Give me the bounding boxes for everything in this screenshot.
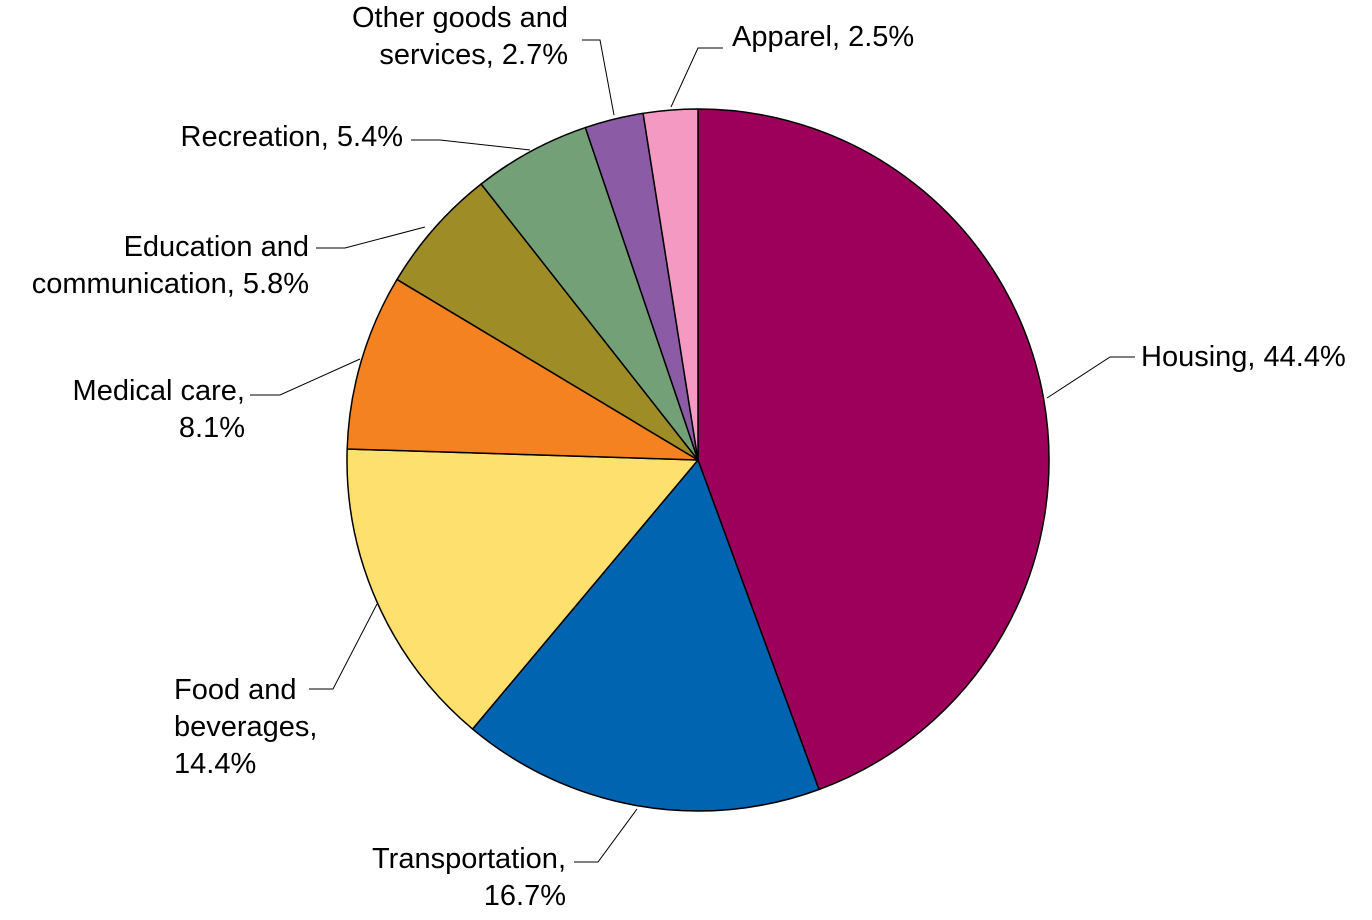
slice-label-line: services, 2.7%: [379, 39, 568, 71]
leader-line-recreation: [411, 139, 531, 151]
leader-line-other-goods-and-services: [582, 39, 615, 116]
slice-label-line: Transportation,: [372, 843, 566, 875]
slice-label-apparel: Apparel, 2.5%: [732, 21, 914, 53]
slice-label-education-and-communication: Education and communication, 5.8%: [32, 231, 309, 300]
pie-slice-food-and-beverages: [346, 448, 699, 730]
leader-line-education-and-communication: [316, 226, 426, 249]
slice-label-line: 14.4%: [174, 748, 256, 780]
pie-slice-apparel: [642, 108, 699, 461]
slice-label-line: beverages,: [174, 711, 318, 743]
pie-slice-housing: [697, 108, 1050, 791]
leader-line-medical-care: [250, 358, 361, 396]
leader-line-food-and-beverages: [309, 603, 378, 690]
slice-label-line: communication, 5.8%: [32, 268, 309, 300]
slice-label-line: Food and: [174, 674, 297, 706]
pie-slice-transportation: [471, 459, 820, 812]
leader-line-housing: [1046, 356, 1135, 399]
slice-label-recreation: Recreation, 5.4%: [181, 121, 403, 153]
slice-label-line: Other goods and: [352, 2, 568, 34]
slice-label-food-and-beverages: Food and beverages, 14.4%: [174, 674, 318, 780]
slice-labels: Housing, 44.4% Transportation, 16.7% Food a…: [32, 2, 1346, 912]
leader-line-apparel: [670, 47, 723, 108]
pie-slices: [346, 108, 1050, 812]
slice-label-line: Recreation, 5.4%: [181, 121, 403, 153]
slice-label-line: Medical care,: [73, 375, 245, 407]
slice-label-other-goods-and-services: Other goods and services, 2.7%: [352, 2, 568, 71]
slice-label-line: 8.1%: [179, 412, 245, 444]
slice-label-line: Apparel, 2.5%: [732, 21, 914, 53]
slice-label-medical-care: Medical care, 8.1%: [73, 375, 245, 444]
slice-label-line: 16.7%: [484, 880, 566, 912]
slice-label-transportation: Transportation, 16.7%: [372, 843, 566, 912]
leader-line-transportation: [574, 808, 638, 863]
pie-slice-education-and-communication: [396, 183, 699, 461]
leader-lines: [250, 39, 1135, 863]
slice-label-line: Housing, 44.4%: [1141, 341, 1346, 373]
slice-label-line: Education and: [124, 231, 309, 263]
pie-slice-medical-care: [346, 278, 699, 461]
slice-label-housing: Housing, 44.4%: [1141, 341, 1346, 373]
